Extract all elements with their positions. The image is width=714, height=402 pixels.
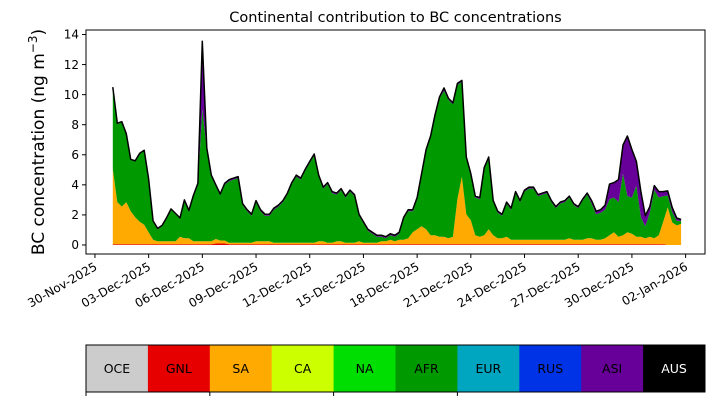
legend-swatch-oce: [86, 345, 149, 392]
y-axis-label: BC concentration (ng m−3): [26, 29, 49, 255]
legend-label-oce: OCE: [104, 361, 131, 376]
y-tick-label: 12: [64, 58, 79, 72]
legend-label-na: NA: [356, 361, 374, 376]
area-gnl: [112, 243, 682, 245]
y-axis: 0 2 4 6 8 10 12 14: [64, 28, 86, 252]
legend-label-asi: ASI: [602, 361, 622, 376]
y-tick-label: 10: [64, 88, 79, 102]
legend-frame: [85, 344, 706, 393]
legend-swatch-na: [333, 345, 396, 392]
y-tick-label: 8: [71, 118, 79, 132]
y-tick-label: 4: [71, 178, 79, 192]
x-axis: 30-Nov-202503-Dec-202506-Dec-202509-Dec-…: [25, 254, 690, 310]
legend-swatch-gnl: [147, 345, 211, 392]
area-afr: [112, 81, 682, 243]
legend-label-eur: EUR: [475, 361, 501, 376]
y-tick-label: 6: [71, 148, 79, 162]
chart-title: Continental contribution to BC concentra…: [229, 10, 561, 26]
y-axis-label-close: ): [29, 29, 49, 36]
legend-swatch-afr: [395, 345, 458, 392]
legend-swatch-eur: [457, 345, 520, 392]
legend-label-aus: AUS: [661, 361, 687, 376]
y-tick-label: 14: [64, 28, 79, 42]
legend-swatch-asi: [581, 345, 644, 392]
stacked-areas: [112, 41, 682, 245]
legend-label-ca: CA: [294, 361, 312, 376]
legend-label-gnl: GNL: [166, 361, 192, 376]
legend-swatch-aus: [643, 345, 706, 392]
legend-swatch-rus: [519, 345, 582, 392]
legend-swatch-sa: [209, 345, 273, 392]
legend-label-afr: AFR: [414, 361, 439, 376]
area-sa: [112, 169, 682, 245]
legend-swatch-ca: [271, 345, 335, 392]
y-axis-label-main: BC concentration (ng m: [29, 53, 49, 255]
legend-label-rus: RUS: [537, 361, 563, 376]
plot-frame: [85, 29, 706, 255]
legend-label-sa: SA: [232, 361, 249, 376]
y-tick-label: 0: [71, 238, 79, 252]
y-tick-label: 2: [71, 208, 79, 222]
total-concentration-line: [112, 40, 682, 238]
y-axis-label-superscript: −3: [26, 35, 40, 53]
legend: OCE GNL SA CA NA AFR EUR RUS ASI AUS: [85, 344, 706, 396]
